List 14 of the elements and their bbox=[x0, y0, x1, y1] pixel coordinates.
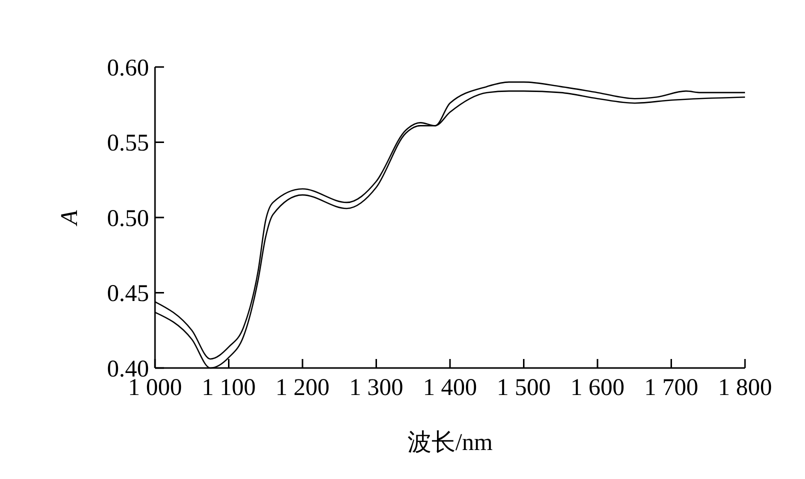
x-tick-label: 1 200 bbox=[276, 375, 330, 401]
y-tick-label: 0.45 bbox=[107, 281, 149, 308]
x-axis-title: 波长/nm bbox=[407, 430, 493, 456]
y-tick-label: 0.60 bbox=[107, 55, 149, 82]
x-tick-label: 1 100 bbox=[202, 375, 256, 401]
y-axis-title: A bbox=[57, 210, 83, 227]
x-tick-label: 1 700 bbox=[644, 375, 698, 401]
x-tick-label: 1 300 bbox=[349, 375, 404, 401]
x-tick-label: 1 400 bbox=[423, 375, 477, 401]
x-tick-label: 1 800 bbox=[718, 375, 772, 401]
x-tick-label: 1 600 bbox=[570, 375, 624, 401]
y-tick-label: 0.50 bbox=[107, 206, 149, 232]
y-tick-label: 0.55 bbox=[107, 130, 149, 157]
x-tick-label: 1 500 bbox=[496, 375, 551, 401]
